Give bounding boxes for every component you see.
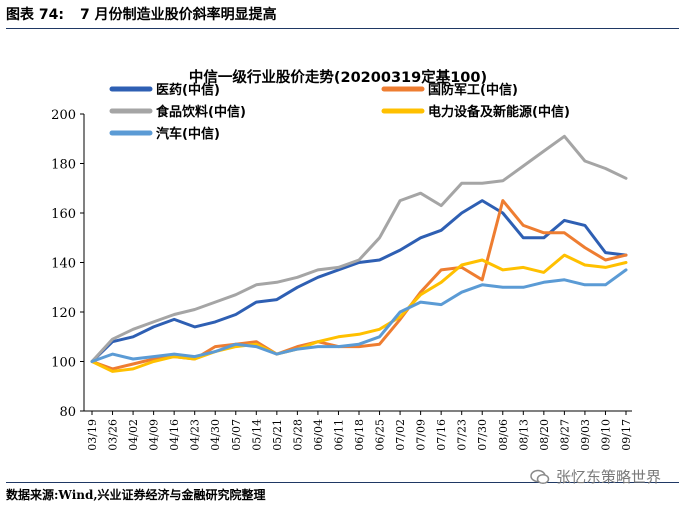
x-tick-label: 06/11 — [332, 419, 345, 451]
x-tick-label: 07/02 — [394, 419, 407, 451]
x-tick-label: 06/25 — [374, 419, 387, 451]
x-tick-label: 07/30 — [476, 419, 489, 451]
data-source: 数据来源:Wind,兴业证券经济与金融研究院整理 — [6, 488, 266, 502]
chart-title: 中信一级行业股价走势(20200319定基100) — [189, 68, 487, 86]
y-tick-label: 120 — [51, 306, 76, 321]
footer-rule — [6, 482, 679, 483]
x-tick-label: 06/18 — [353, 419, 366, 451]
y-tick-label: 140 — [51, 257, 76, 272]
legend-label: 电力设备及新能源(中信) — [428, 104, 570, 120]
x-tick-label: 07/23 — [456, 419, 469, 451]
y-tick-label: 200 — [51, 108, 76, 123]
series-line-4 — [90, 268, 628, 363]
x-tick-label: 09/17 — [620, 419, 633, 451]
x-tick-label: 05/21 — [271, 419, 284, 451]
x-tick-label: 08/20 — [538, 419, 551, 451]
axes: 80 100 120 140 160 180 200 03/19 03/26 04/02 04/09… — [51, 108, 633, 451]
figure-title: 图表 74: 7 月份制造业股价斜率明显提高 — [6, 4, 679, 28]
wechat-icon — [530, 469, 550, 484]
stock-price-chart: 中信一级行业股价走势(20200319定基100) 医药(中信) 国防军工(中信)… — [51, 68, 633, 451]
title-rule — [6, 28, 679, 29]
watermark: 张忆东策略世界 — [530, 466, 661, 487]
figure-title-text: 7 月份制造业股价斜率明显提高 — [79, 7, 277, 23]
legend-label: 医药(中信) — [156, 82, 220, 98]
x-tick-label: 04/23 — [189, 419, 202, 451]
y-tick-label: 160 — [51, 207, 76, 222]
x-tick-label: 05/28 — [291, 419, 304, 451]
x-tick-label: 09/03 — [579, 419, 592, 451]
legend-label: 汽车(中信) — [156, 126, 220, 142]
x-tick-label: 04/16 — [168, 419, 181, 451]
x-tick-label: 07/16 — [435, 419, 448, 451]
x-tick-label: 08/06 — [497, 419, 510, 451]
legend-label: 国防军工(中信) — [428, 82, 518, 98]
legend-label: 食品饮料(中信) — [156, 104, 246, 120]
x-tick-label: 03/26 — [107, 419, 120, 451]
x-tick-label: 04/30 — [209, 419, 222, 451]
x-tick-label: 04/09 — [148, 419, 161, 451]
series-layer — [90, 134, 628, 373]
figure-label: 图表 74: — [6, 7, 64, 23]
series-line-3 — [90, 253, 628, 373]
x-tick-label: 03/19 — [86, 419, 99, 451]
legend: 医药(中信) 国防军工(中信) 食品饮料(中信) 电力设备及新能源(中信) 汽车(中信) — [109, 82, 570, 142]
watermark-text: 张忆东策略世界 — [555, 468, 661, 486]
y-tick-label: 180 — [51, 158, 76, 173]
x-tick-label: 06/04 — [312, 419, 325, 451]
x-tick-label: 08/27 — [558, 419, 571, 451]
series-line-0 — [90, 199, 628, 363]
series-line-2 — [90, 134, 628, 363]
x-tick-label: 07/09 — [415, 419, 428, 451]
x-tick-label: 08/13 — [517, 419, 530, 451]
x-tick-label: 05/07 — [230, 419, 243, 451]
x-tick-label: 04/02 — [127, 419, 140, 451]
x-tick-label: 05/14 — [250, 419, 263, 451]
x-tick-label: 09/10 — [599, 419, 612, 451]
y-tick-label: 80 — [59, 405, 76, 420]
y-tick-label: 100 — [51, 356, 76, 371]
